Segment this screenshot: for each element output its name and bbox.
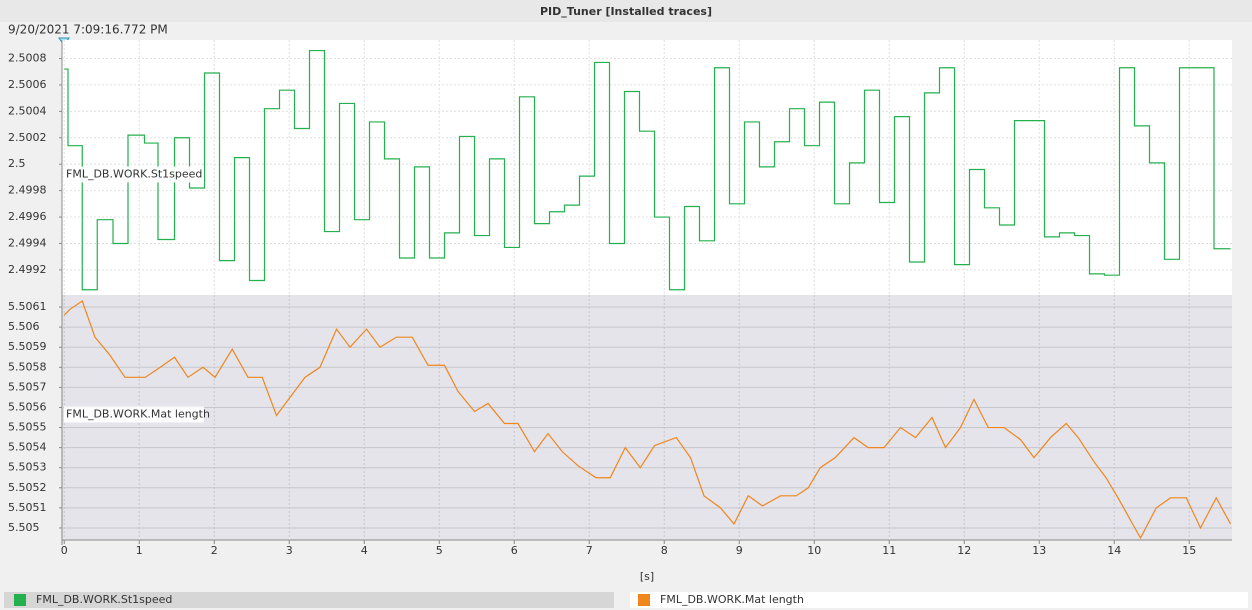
legend-swatch xyxy=(14,594,26,606)
y-tick-label: 5.5058 xyxy=(8,360,47,373)
top-plot xyxy=(62,40,1232,295)
y-tick-label: 5.5055 xyxy=(8,421,47,434)
bottom-plot xyxy=(62,295,1232,540)
y-tick-label: 5.5051 xyxy=(8,501,47,514)
y-tick-label: 5.5052 xyxy=(8,481,47,494)
y-tick-label: 2.5006 xyxy=(8,78,47,91)
y-tick-label: 5.5061 xyxy=(8,300,47,313)
y-tick-label: 5.5057 xyxy=(8,380,47,393)
y-tick-label: 2.5 xyxy=(8,157,26,170)
legend-label: FML_DB.WORK.St1speed xyxy=(36,593,172,606)
legend-item-bg xyxy=(630,592,1248,608)
timestamp: 9/20/2021 7:09:16.772 PM xyxy=(8,23,168,37)
x-tick-label: 10 xyxy=(807,544,821,557)
x-tick-label: 2 xyxy=(211,544,218,557)
legend-label: FML_DB.WORK.Mat length xyxy=(660,593,804,606)
x-axis-label: [s] xyxy=(640,570,654,583)
y-tick-label: 2.5004 xyxy=(8,104,47,117)
y-tick-label: 2.4994 xyxy=(8,236,47,249)
trace-label: FML_DB.WORK.Mat length xyxy=(66,408,210,421)
y-tick-label: 5.506 xyxy=(8,320,40,333)
y-tick-label: 5.5053 xyxy=(8,461,47,474)
y-tick-label: 5.505 xyxy=(8,521,40,534)
x-tick-label: 5 xyxy=(436,544,443,557)
x-tick-label: 4 xyxy=(361,544,368,557)
x-tick-label: 7 xyxy=(586,544,593,557)
legend-swatch xyxy=(638,594,650,606)
x-tick-label: 14 xyxy=(1107,544,1121,557)
trace-label: FML_DB.WORK.St1speed xyxy=(66,168,202,181)
x-tick-label: 9 xyxy=(736,544,743,557)
x-tick-label: 6 xyxy=(511,544,518,557)
trace-label-bg xyxy=(64,166,204,183)
window-title: PID_Tuner [Installed traces] xyxy=(540,5,712,18)
x-tick-label: 15 xyxy=(1182,544,1196,557)
y-tick-label: 5.5059 xyxy=(8,340,47,353)
x-tick-label: 12 xyxy=(957,544,971,557)
title-bar xyxy=(0,0,1252,22)
trace-label-bg xyxy=(64,406,204,423)
y-tick-label: 2.4996 xyxy=(8,210,47,223)
x-tick-label: 11 xyxy=(882,544,896,557)
legend-item-bg xyxy=(4,592,614,608)
y-tick-label: 2.5002 xyxy=(8,131,47,144)
y-tick-label: 5.5054 xyxy=(8,441,47,454)
y-tick-label: 5.5056 xyxy=(8,400,47,413)
y-tick-label: 2.4992 xyxy=(8,263,47,276)
x-tick-label: 1 xyxy=(136,544,143,557)
x-tick-label: 3 xyxy=(286,544,293,557)
x-tick-label: 0 xyxy=(61,544,68,557)
trace-line xyxy=(63,300,1232,540)
trace-line xyxy=(64,49,1231,291)
x-tick-label: 13 xyxy=(1032,544,1046,557)
x-tick-label: 8 xyxy=(661,544,668,557)
y-tick-label: 2.5008 xyxy=(8,51,47,64)
y-tick-label: 2.4998 xyxy=(8,184,47,197)
